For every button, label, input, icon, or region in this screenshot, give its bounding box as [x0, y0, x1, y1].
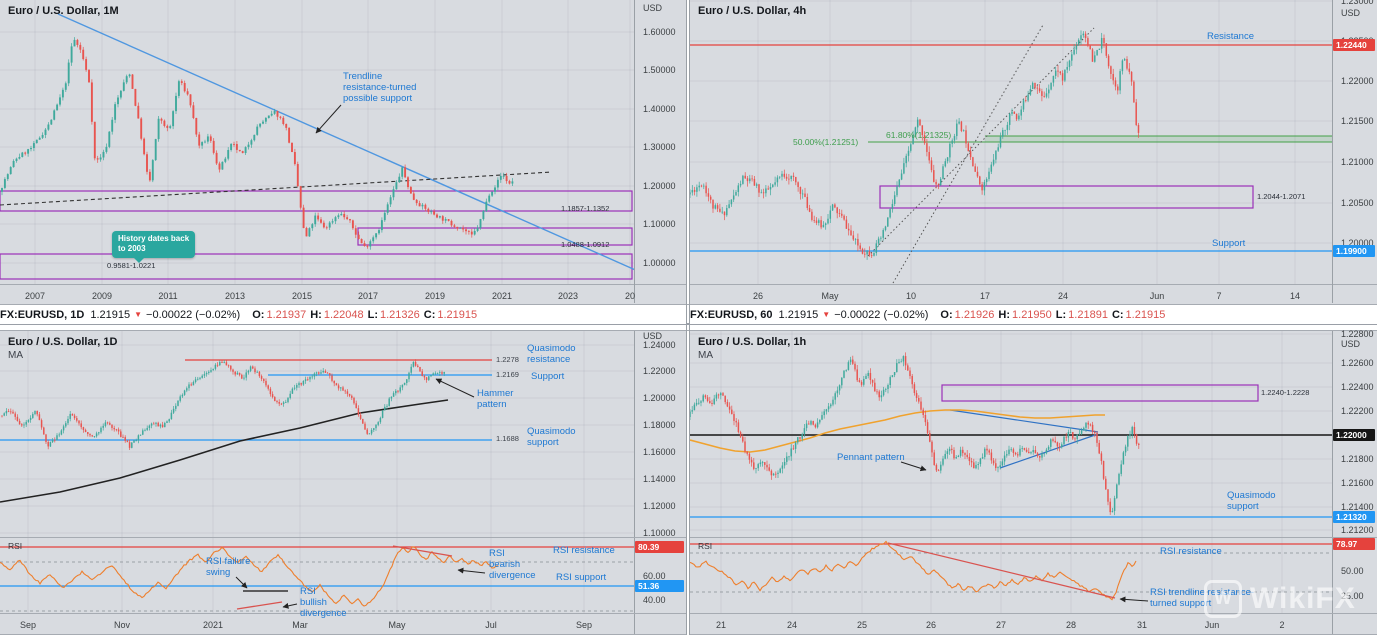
- close-label: C:: [423, 308, 436, 321]
- close-value: 1.21915: [437, 308, 478, 321]
- last-price: 1.21915: [778, 308, 819, 321]
- open-value: 1.21937: [266, 308, 307, 321]
- chart-pane-4h[interactable]: [690, 0, 1332, 284]
- chart-pane-1d[interactable]: [0, 331, 634, 613]
- chart-title-1m: Euro / U.S. Dollar, 1M: [8, 5, 119, 17]
- candles-1M: [1, 37, 514, 250]
- status-bar-hourly: FX:EURUSD, 60 1.21915 ▼ −0.00022 (−0.02%…: [690, 305, 1377, 324]
- open-value: 1.21926: [954, 308, 995, 321]
- down-arrow-icon: ▼: [822, 310, 831, 319]
- chart-pane-1h[interactable]: [690, 331, 1332, 613]
- wikifx-text: WikiFX: [1250, 582, 1356, 615]
- status-bar-daily: FX:EURUSD, 1D 1.21915 ▼ −0.00022 (−0.02%…: [0, 305, 686, 324]
- ma-indicator-label-1h: MA: [698, 350, 713, 361]
- candles-1h: [690, 352, 1140, 516]
- price-change: −0.00022 (−0.02%): [834, 308, 929, 321]
- chart-title-4h: Euro / U.S. Dollar, 4h: [698, 5, 807, 17]
- low-label: L:: [1055, 308, 1067, 321]
- low-value: 1.21891: [1068, 308, 1108, 321]
- candles-1D: [1, 359, 445, 450]
- rsi-line-1D: [0, 546, 499, 607]
- symbol-label: FX:EURUSD, 1D: [0, 308, 85, 321]
- symbol-label: FX:EURUSD, 60: [690, 308, 773, 321]
- close-value: 1.21915: [1125, 308, 1166, 321]
- history-tooltip: History dates back to 2003: [112, 231, 196, 263]
- high-value: 1.21950: [1012, 308, 1052, 321]
- wikifx-watermark: W WikiFX: [1204, 580, 1356, 618]
- close-label: C:: [1111, 308, 1124, 321]
- ma-indicator-label-1d: MA: [8, 350, 23, 361]
- high-label: H:: [310, 308, 322, 321]
- price-change: −0.00022 (−0.02%): [146, 308, 241, 321]
- high-label: H:: [998, 308, 1011, 321]
- low-value: 1.21326: [379, 308, 420, 321]
- chart-title-1d: Euro / U.S. Dollar, 1D: [8, 336, 118, 348]
- last-price: 1.21915: [90, 308, 131, 321]
- candles-4h: [690, 30, 1140, 260]
- open-label: O:: [940, 308, 953, 321]
- open-label: O:: [252, 308, 265, 321]
- rsi-line-1h: [690, 540, 1137, 601]
- down-arrow-icon: ▼: [134, 310, 143, 319]
- high-value: 1.22048: [323, 308, 364, 321]
- low-label: L:: [367, 308, 378, 321]
- chart-title-1h: Euro / U.S. Dollar, 1h: [698, 336, 807, 348]
- chart-pane-1m[interactable]: [0, 0, 634, 284]
- wikifx-logo-icon: W: [1204, 580, 1242, 618]
